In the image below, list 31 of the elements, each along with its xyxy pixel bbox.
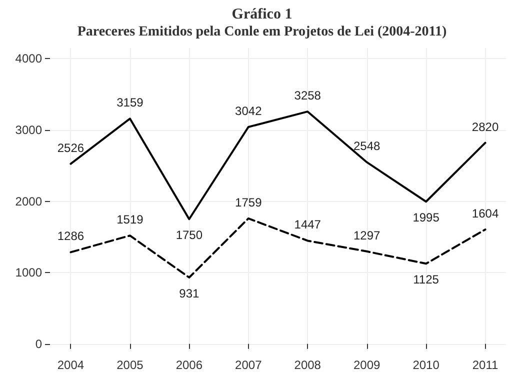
chart-subtitle: Pareceres Emitidos pela Conle em Projetos de Lei (2004-2011)	[77, 24, 448, 40]
x-tick-label: 2006	[176, 358, 203, 372]
x-tick-label: 2009	[353, 358, 380, 372]
data-label: 2526	[57, 140, 84, 155]
data-label: 1286	[57, 229, 84, 244]
y-tick-label: 2000	[15, 194, 42, 208]
x-tick-label: 2004	[57, 358, 84, 372]
chart-title: Gráfico 1	[232, 6, 292, 22]
x-tick-label: 2007	[235, 358, 262, 372]
data-label: 1519	[116, 212, 144, 227]
data-label: 2548	[353, 139, 380, 154]
data-label: 1297	[353, 228, 380, 242]
y-tick-label: 0	[35, 336, 42, 351]
x-tick-label: 2008	[294, 358, 322, 372]
x-tick-label: 2005	[116, 358, 144, 372]
data-label: 2820	[472, 120, 499, 134]
data-label: 3258	[294, 88, 322, 103]
data-label: 931	[179, 286, 200, 300]
data-label: 1604	[472, 206, 499, 221]
data-label: 3159	[116, 96, 144, 110]
data-label: 1995	[412, 210, 440, 225]
y-tick-label: 3000	[15, 122, 42, 137]
data-label: 1759	[235, 195, 262, 210]
data-label: 1750	[176, 228, 203, 242]
data-label: 1447	[294, 218, 322, 232]
data-label: 1125	[413, 272, 440, 287]
y-tick-label: 4000	[15, 52, 42, 66]
x-tick-label: 2011	[472, 358, 498, 372]
y-tick-label: 1000	[15, 266, 42, 280]
data-label: 3042	[235, 104, 262, 118]
x-tick-label: 2010	[412, 358, 440, 372]
